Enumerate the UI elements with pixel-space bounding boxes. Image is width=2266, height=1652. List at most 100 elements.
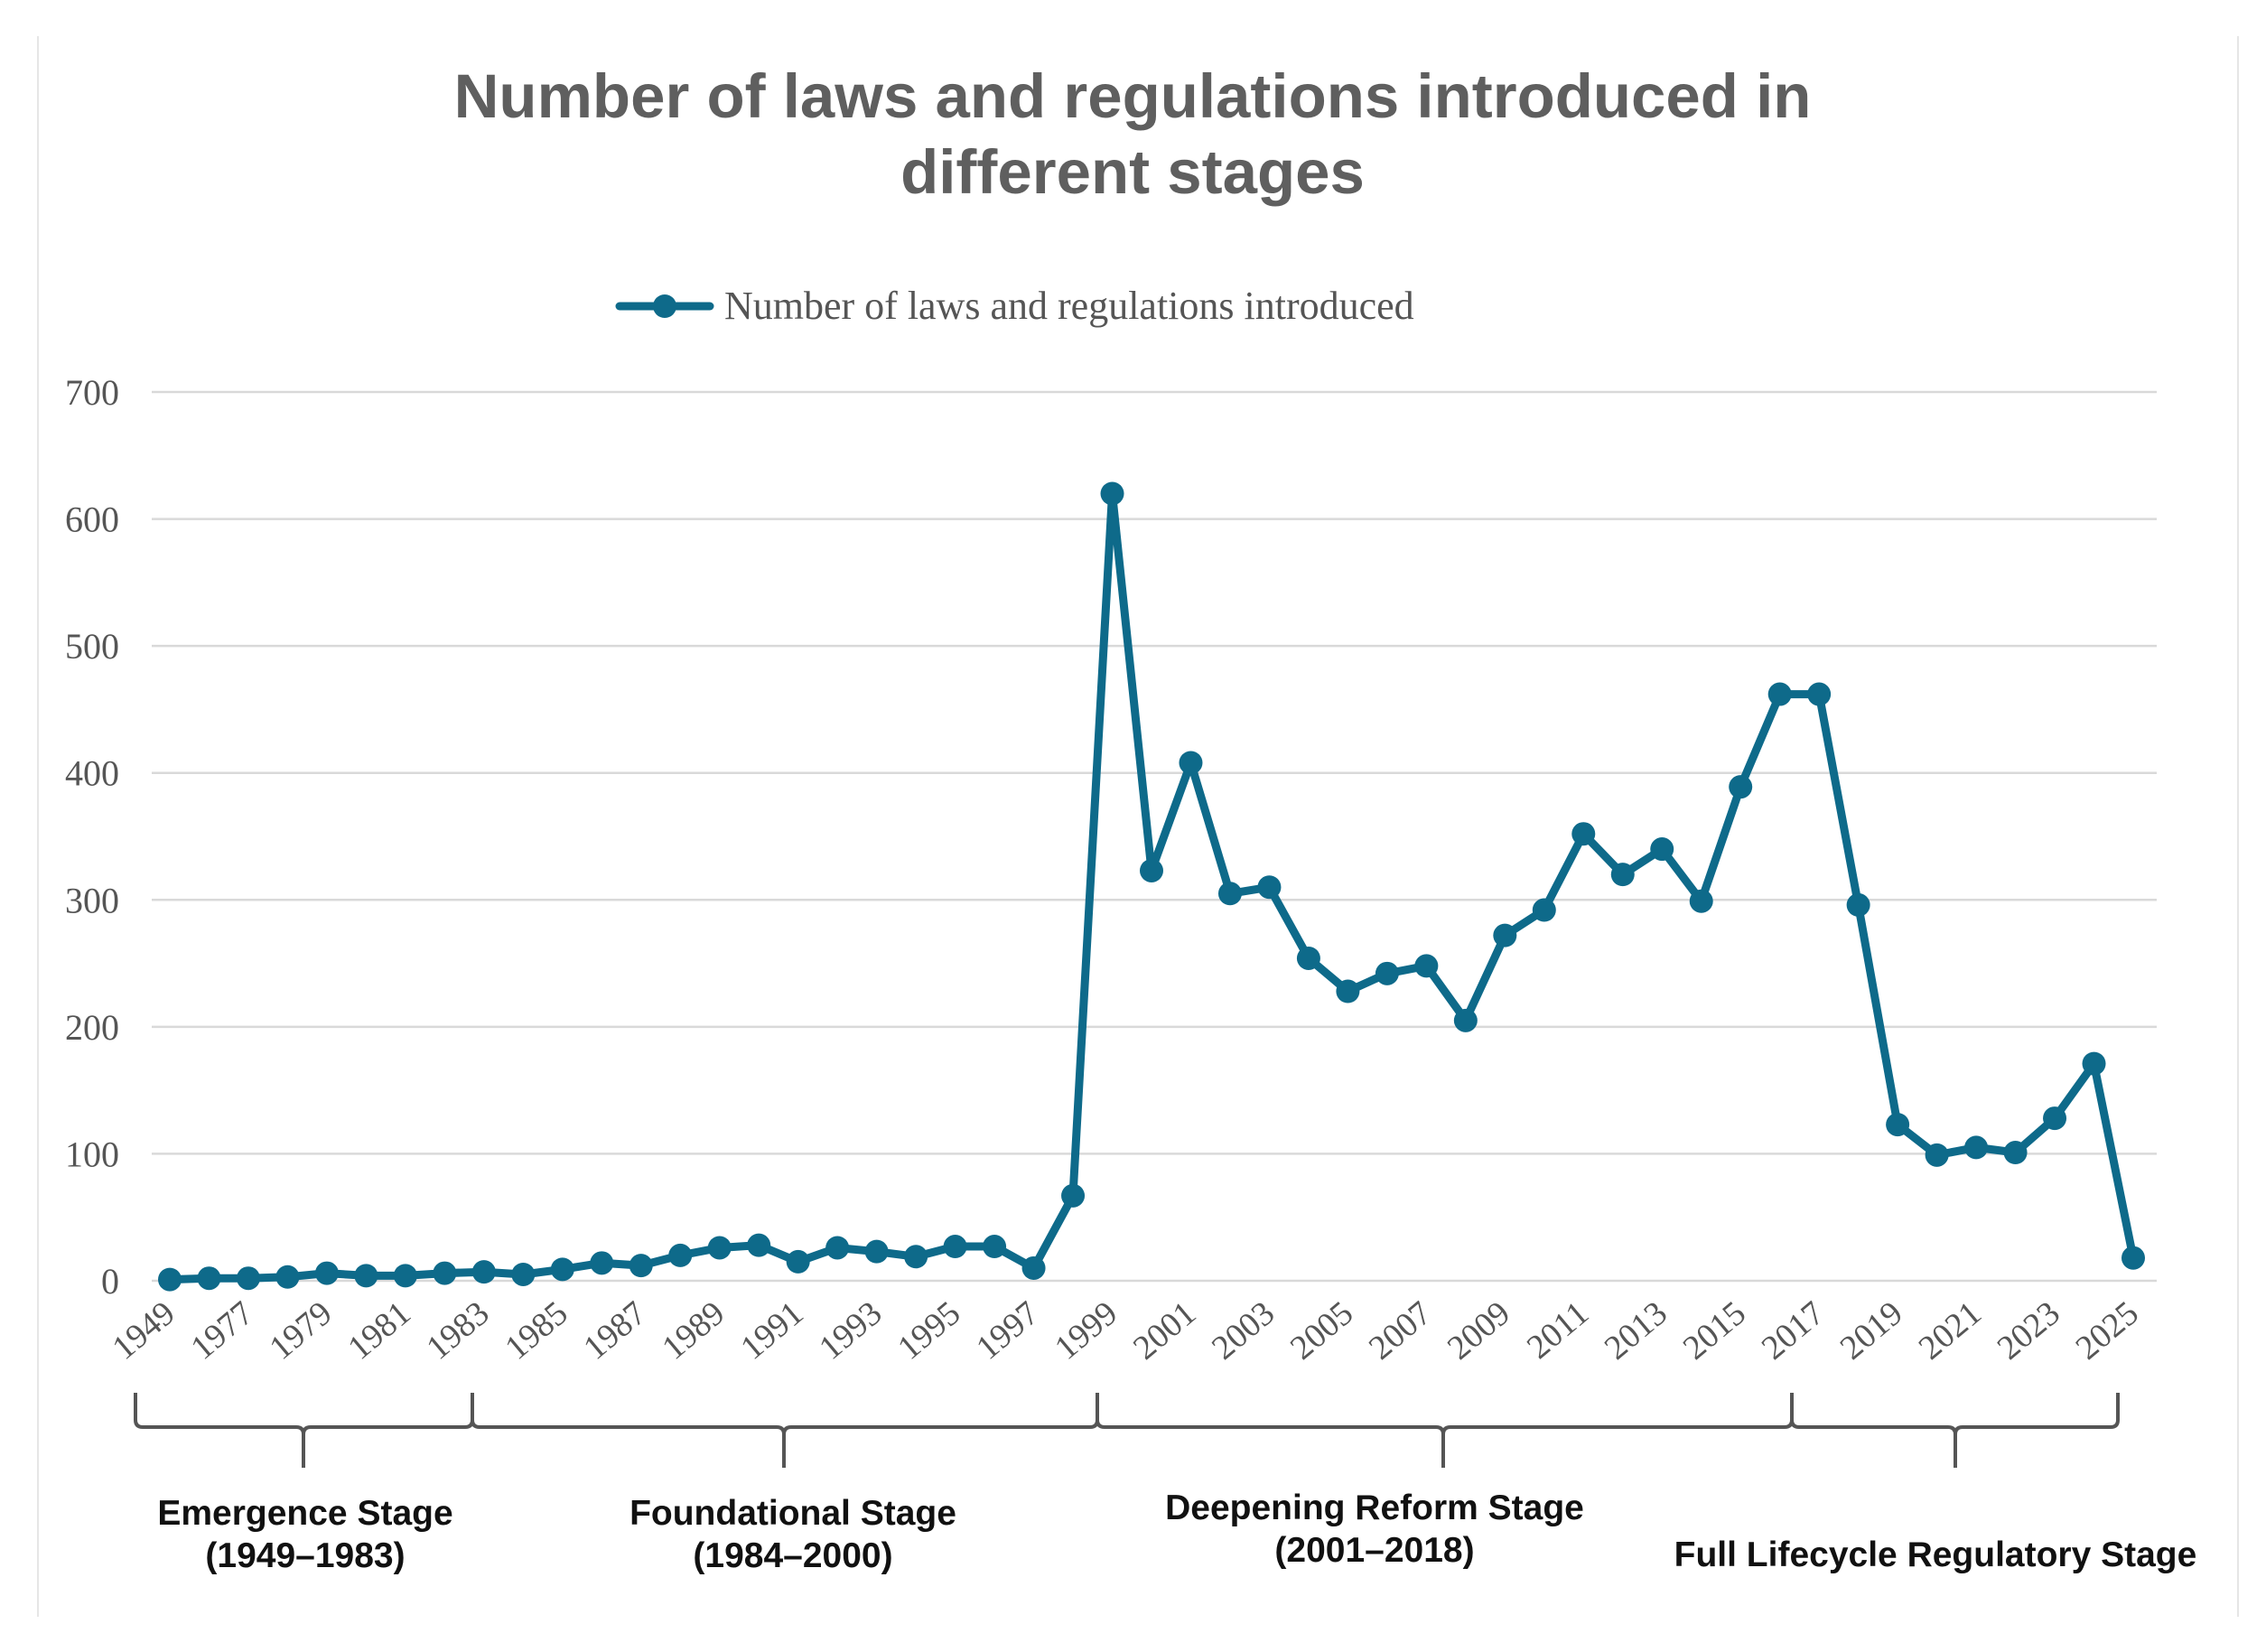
data-point-1998 <box>1061 1183 1086 1208</box>
data-point-2008 <box>1453 1008 1478 1032</box>
x-tick-label-1991: 1991 <box>733 1294 810 1367</box>
data-point-2020 <box>1925 1143 1949 1167</box>
x-tick-label-2003: 2003 <box>1205 1294 1282 1367</box>
data-point-2016 <box>1767 682 1792 706</box>
y-tick-label-200: 200 <box>65 1007 119 1048</box>
data-point-2025 <box>2121 1246 2145 1270</box>
x-tick-label-1989: 1989 <box>655 1294 732 1367</box>
x-tick-label-1981: 1981 <box>340 1294 417 1367</box>
x-tick-label-2019: 2019 <box>1833 1294 1910 1367</box>
y-tick-label-400: 400 <box>65 753 119 794</box>
data-point-2009 <box>1493 923 1517 947</box>
data-point-1995 <box>943 1235 967 1259</box>
x-axis-ticks: 1949 1977 1979 1981 1983 1985 1987 1989 1991 1993… <box>106 1294 2146 1367</box>
gridlines <box>152 390 2157 1283</box>
x-tick-label-1985: 1985 <box>498 1294 574 1367</box>
data-point-2000 <box>1140 858 1163 882</box>
stage-brace-4 <box>1790 1393 2120 1468</box>
data-point-1982 <box>433 1261 457 1285</box>
data-point-1979 <box>314 1261 339 1285</box>
data-point-1989 <box>707 1236 732 1260</box>
data-point-1985 <box>550 1257 574 1282</box>
data-point-2017 <box>1807 682 1832 706</box>
stage-brace-2 <box>471 1393 1099 1468</box>
stage-brace-3 <box>1096 1393 1794 1468</box>
data-point-1983 <box>471 1260 496 1284</box>
data-point-1949 <box>158 1267 182 1292</box>
data-point-2013 <box>1650 837 1674 862</box>
x-tick-label-2009: 2009 <box>1441 1294 1517 1367</box>
data-points <box>158 481 2145 1292</box>
x-tick-label-2017: 2017 <box>1755 1294 1832 1367</box>
x-tick-label-2013: 2013 <box>1598 1294 1674 1367</box>
data-point-1996 <box>983 1235 1007 1259</box>
data-point-1988 <box>668 1243 693 1267</box>
legend-label: Number of laws and regulations introduce… <box>724 284 1414 328</box>
x-tick-label-1999: 1999 <box>1048 1294 1124 1367</box>
x-tick-label-1995: 1995 <box>891 1294 967 1367</box>
data-point-2005 <box>1336 979 1360 1003</box>
data-point-1999 <box>1100 481 1124 506</box>
x-tick-label-2007: 2007 <box>1362 1294 1439 1367</box>
data-point-1997 <box>1021 1255 1046 1280</box>
data-point-2015 <box>1729 775 1753 799</box>
x-tick-label-1977: 1977 <box>184 1294 261 1367</box>
stage-period-2: (1984–2000) <box>693 1536 892 1575</box>
data-point-2001 <box>1179 751 1203 775</box>
data-point-1976 <box>197 1266 221 1291</box>
y-tick-label-0: 0 <box>101 1261 119 1302</box>
data-point-1994 <box>904 1245 928 1269</box>
legend: Number of laws and regulations introduce… <box>615 284 1414 328</box>
data-point-1991 <box>786 1249 810 1274</box>
data-point-1990 <box>747 1233 771 1257</box>
data-point-1980 <box>354 1264 378 1288</box>
x-tick-label-1987: 1987 <box>576 1294 653 1367</box>
data-point-2019 <box>1886 1113 1910 1137</box>
series-layer <box>165 490 2138 1284</box>
data-point-2014 <box>1689 889 1713 913</box>
x-tick-label-1983: 1983 <box>419 1294 496 1367</box>
data-point-1993 <box>864 1239 889 1264</box>
x-tick-label-1949: 1949 <box>106 1294 182 1367</box>
data-point-1986 <box>590 1251 614 1275</box>
stage-period-3: (2001–2018) <box>1274 1531 1474 1570</box>
y-tick-label-700: 700 <box>65 372 119 413</box>
data-point-2022 <box>2003 1141 2028 1165</box>
chart-title-line-2: different stages <box>900 137 1365 207</box>
data-point-2023 <box>2043 1106 2067 1131</box>
stage-name-1: Emergence Stage <box>157 1494 452 1533</box>
x-tick-label-1979: 1979 <box>262 1294 339 1367</box>
data-point-1981 <box>393 1264 417 1288</box>
x-tick-label-2023: 2023 <box>1991 1294 2067 1367</box>
data-point-2018 <box>1846 892 1870 917</box>
data-point-1992 <box>825 1236 850 1260</box>
data-point-2024 <box>2082 1051 2106 1076</box>
y-tick-label-300: 300 <box>65 880 119 920</box>
x-tick-label-1993: 1993 <box>812 1294 889 1367</box>
data-point-1984 <box>511 1262 536 1286</box>
data-point-2011 <box>1571 822 1596 846</box>
x-tick-label-1997: 1997 <box>969 1294 1046 1367</box>
stage-name-4: Full Lifecycle Regulatory Stage <box>1674 1535 2197 1574</box>
y-tick-label-500: 500 <box>65 626 119 667</box>
data-point-1978 <box>275 1265 300 1289</box>
legend-marker-icon <box>653 294 676 318</box>
x-tick-label-2015: 2015 <box>1676 1294 1753 1367</box>
data-point-2021 <box>1964 1135 1989 1160</box>
data-point-2003 <box>1257 875 1282 900</box>
stage-brace-1 <box>134 1393 474 1468</box>
x-tick-label-2011: 2011 <box>1520 1294 1596 1367</box>
stage-annotations: Emergence Stage(1949–1983) Foundational S… <box>134 1393 2197 1575</box>
y-axis-ticks: 0 100 200 300 400 500 600 700 <box>65 372 119 1302</box>
data-point-2012 <box>1610 863 1635 887</box>
x-tick-label-2021: 2021 <box>1912 1294 1989 1367</box>
x-tick-label-2005: 2005 <box>1283 1294 1360 1367</box>
x-tick-label-2001: 2001 <box>1126 1294 1203 1367</box>
data-point-1987 <box>629 1254 653 1278</box>
data-point-2007 <box>1414 954 1439 978</box>
data-point-2004 <box>1296 946 1320 970</box>
data-point-2002 <box>1217 882 1242 906</box>
stage-name-3: Deepening Reform Stage <box>1165 1489 1584 1527</box>
x-tick-label-2025: 2025 <box>2069 1294 2146 1367</box>
